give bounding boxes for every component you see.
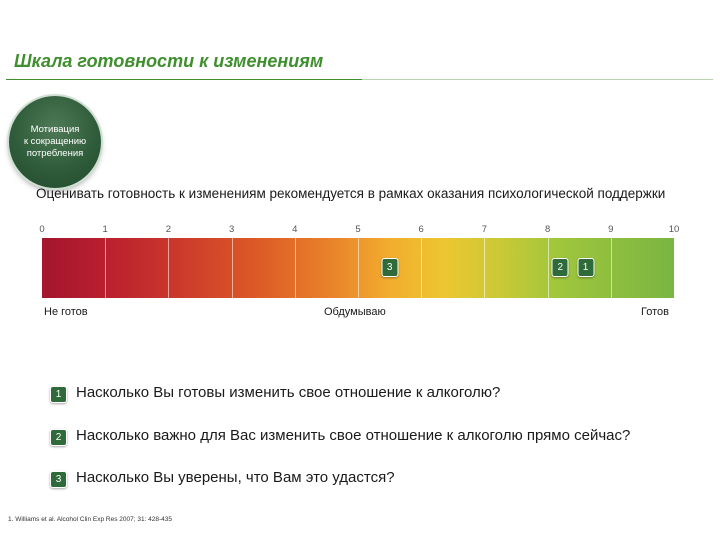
scale-tick-label: 6 — [418, 224, 424, 235]
scale-divider — [168, 238, 170, 298]
scale-divider — [610, 238, 612, 298]
badge-line-2: к сокращению — [23, 136, 87, 147]
question-1: 1 Насколько Вы готовы изменить свое отно… — [50, 384, 710, 404]
scale-marker-2: 2 — [551, 258, 569, 277]
scale-divider — [294, 238, 296, 298]
scale-tick-label: 9 — [608, 224, 614, 235]
title-underline-light — [362, 79, 713, 80]
anchor-considering: Обдумываю — [324, 306, 386, 318]
anchor-not-ready: Не готов — [44, 306, 88, 318]
badge-line-1: Мотивация — [30, 124, 80, 135]
question-number-badge: 3 — [50, 471, 67, 488]
scale-divider — [105, 238, 107, 298]
anchor-ready: Готов — [641, 306, 669, 318]
scale-tick-label: 5 — [355, 224, 361, 235]
scale-tick-label: 4 — [292, 224, 298, 235]
scale-tick-labels: 0 1 2 3 4 5 6 7 8 9 10 — [0, 224, 720, 238]
badge-line-3: потребления — [26, 148, 84, 159]
question-number-badge: 2 — [50, 429, 67, 446]
question-text: Насколько Вы уверены, что Вам это удастс… — [76, 469, 395, 486]
title-underline — [6, 79, 363, 80]
scale-divider — [484, 238, 486, 298]
scale-tick-label: 2 — [165, 224, 172, 235]
badge-text: Мотивация к сокращению потребления — [15, 124, 95, 160]
question-2: 2 Насколько важно для Вас изменить свое … — [50, 427, 710, 447]
scale-divider — [547, 238, 549, 298]
recommendation-text: Оценивать готовность к изменениям рекоме… — [36, 186, 666, 201]
question-number-badge: 1 — [50, 386, 67, 403]
page-title: Шкала готовности к изменениям — [14, 51, 324, 71]
scale-tick-label: 7 — [481, 224, 488, 235]
scale-tick-label: 3 — [228, 224, 235, 235]
scale-divider — [231, 238, 233, 298]
scale-tick-label: 0 — [39, 224, 45, 235]
scale-divider — [358, 238, 359, 298]
scale-tick-label: 10 — [668, 224, 680, 235]
scale-tick-label: 8 — [544, 224, 551, 235]
scale-tick-label: 1 — [102, 224, 108, 235]
scale-marker-3: 3 — [381, 258, 399, 277]
question-text: Насколько Вы готовы изменить свое отноше… — [76, 384, 501, 401]
footnote: 1. Williams et al. Alcohol Clin Exp Res … — [8, 516, 173, 523]
question-3: 3 Насколько Вы уверены, что Вам это удас… — [50, 469, 710, 489]
scale-marker-1: 1 — [577, 258, 595, 277]
question-text: Насколько важно для Вас изменить свое от… — [76, 427, 631, 444]
scale-divider — [421, 238, 423, 298]
motivation-badge: Мотивация к сокращению потребления — [9, 96, 101, 188]
